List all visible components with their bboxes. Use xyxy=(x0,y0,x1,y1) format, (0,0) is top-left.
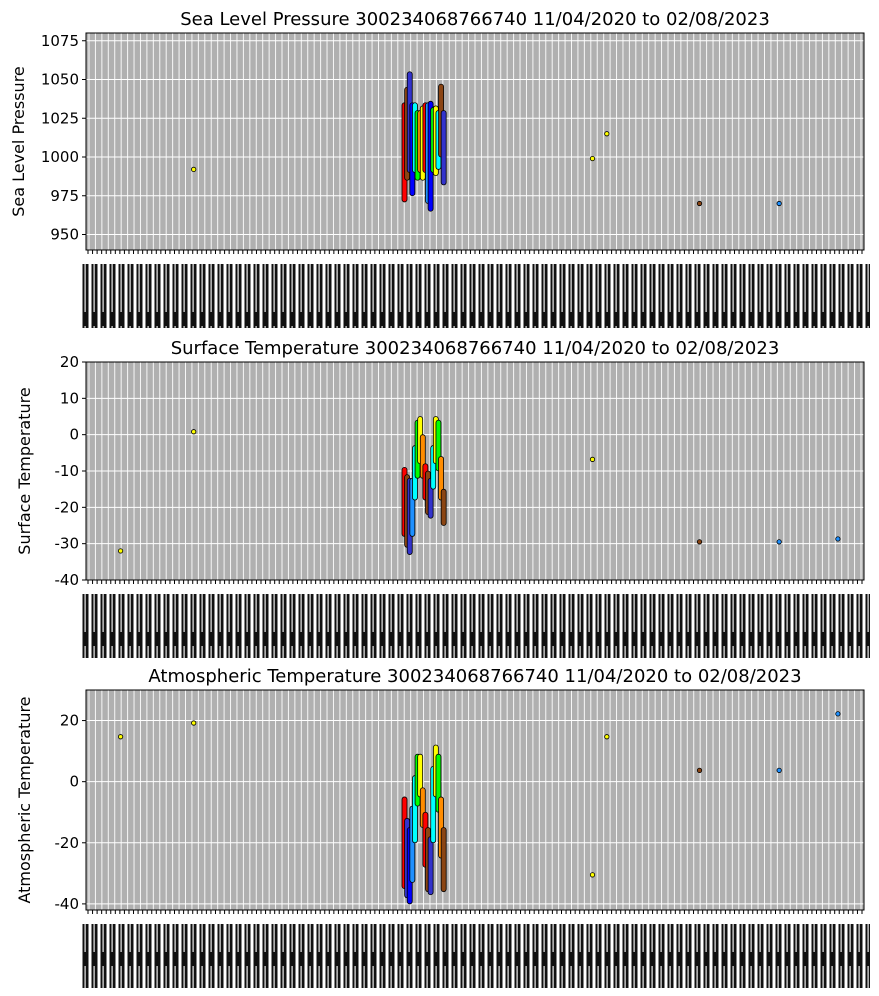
data-point xyxy=(589,155,596,162)
y-tick-label: 0 xyxy=(69,773,79,791)
data-point xyxy=(835,536,841,542)
chart-title: Surface Temperature 300234068766740 11/0… xyxy=(171,338,780,359)
observation-bands xyxy=(401,71,447,212)
observation-bands xyxy=(401,744,447,905)
surface-temperature-panel: -40 -30 -20 -10 0 10 20 Surface Temperature 300… xyxy=(15,338,870,658)
y-axis: 950 975 1000 1025 1050 1075 xyxy=(41,32,864,244)
observation-points xyxy=(117,429,841,554)
y-axis-label: Sea Level Pressure xyxy=(9,66,28,217)
x-grid xyxy=(88,690,862,910)
chart-title: Atmospheric Temperature 300234068766740 … xyxy=(148,666,801,687)
y-tick-label: 1025 xyxy=(41,109,79,127)
data-point xyxy=(117,734,124,740)
x-axis-ticks xyxy=(87,250,863,254)
y-tick-label: 20 xyxy=(60,712,79,730)
y-axis-label: Surface Temperature xyxy=(15,387,34,554)
data-point xyxy=(117,548,124,554)
y-tick-label: 0 xyxy=(69,426,79,444)
y-tick-label: -40 xyxy=(55,571,80,589)
data-point xyxy=(776,200,782,207)
y-axis-label: Atmospheric Temperature xyxy=(15,696,34,903)
y-axis: -40 -20 0 20 xyxy=(55,712,864,913)
y-tick-label: -30 xyxy=(55,535,80,553)
data-point xyxy=(776,539,782,545)
y-tick-label: 975 xyxy=(50,187,79,205)
y-tick-label: 1050 xyxy=(41,71,79,89)
x-tick-labels xyxy=(80,924,870,988)
y-tick-label: -20 xyxy=(55,834,80,852)
data-band xyxy=(427,836,434,896)
y-tick-label: -20 xyxy=(55,498,80,516)
data-band xyxy=(440,110,447,186)
data-point xyxy=(835,711,841,717)
data-point xyxy=(696,200,703,207)
data-point xyxy=(604,734,610,740)
data-band xyxy=(440,827,447,893)
data-band xyxy=(440,488,447,526)
y-tick-label: 950 xyxy=(50,226,79,244)
x-axis-ticks xyxy=(87,580,863,584)
data-point xyxy=(191,720,197,726)
atmospheric-temperature-panel: -40 -20 0 20 Atmospheric Temperature 3002340… xyxy=(15,666,870,988)
y-tick-label: 10 xyxy=(60,389,79,407)
x-grid xyxy=(88,33,862,250)
observation-points xyxy=(191,131,782,207)
y-tick-label: 20 xyxy=(60,353,79,371)
data-point xyxy=(604,131,610,137)
y-tick-label: 1000 xyxy=(41,148,79,166)
observation-bands xyxy=(401,416,447,555)
data-point xyxy=(696,539,703,545)
data-point xyxy=(589,872,596,878)
data-point xyxy=(191,166,197,172)
chart-title: Sea Level Pressure 300234068766740 11/04… xyxy=(180,9,770,30)
x-tick-labels xyxy=(80,594,870,658)
data-point xyxy=(776,767,782,773)
x-axis-ticks xyxy=(87,910,863,914)
y-tick-label: -10 xyxy=(55,462,80,480)
data-point xyxy=(589,456,596,462)
sea-level-pressure-panel: 950 975 1000 1025 1050 1075 Sea Level Pressure… xyxy=(9,9,870,328)
data-point xyxy=(191,429,197,435)
y-tick-label: -40 xyxy=(55,895,80,913)
x-tick-labels xyxy=(80,264,870,328)
observation-points xyxy=(117,711,841,878)
data-point xyxy=(696,767,703,773)
y-tick-label: 1075 xyxy=(41,32,79,50)
